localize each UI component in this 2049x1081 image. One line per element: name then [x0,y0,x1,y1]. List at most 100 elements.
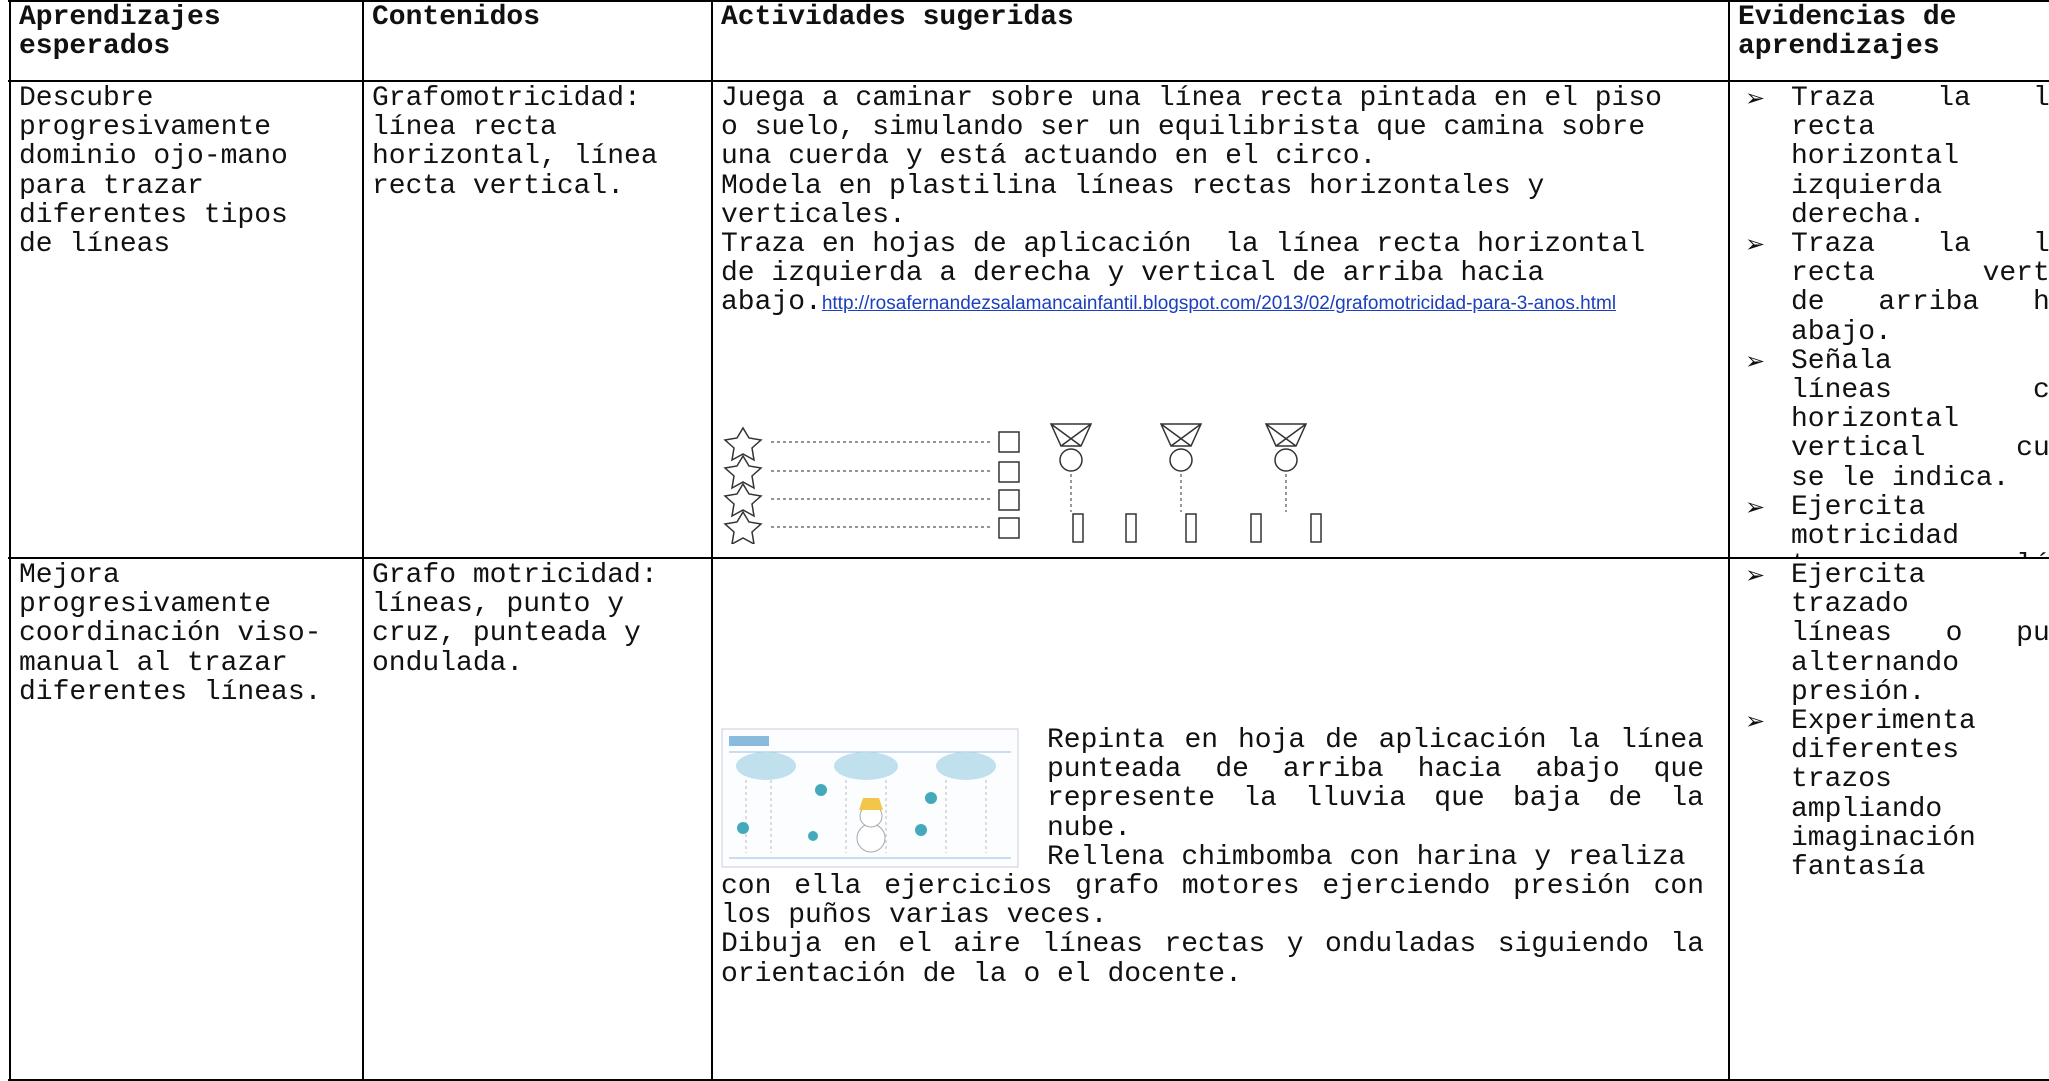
cell: Mejora progresivamente coordinación viso-m… [10,559,362,1079]
cell-line: motricidad al [1791,521,2049,553]
bullet-marker: ➢ [1745,230,1766,259]
bullet-item: ➢ Señala laslíneas como:horizontal yverti… [1745,347,2049,493]
cell-line: Experimenta [1791,706,1976,738]
cell-line: diferentes [1791,735,1960,767]
cell: Aprendizajes esperados [10,1,362,80]
cell-line: abajo.http://rosafernandezsalamancainfan… [721,288,1711,318]
cell-line: derecha. [1791,199,1926,231]
border [1728,0,1730,1081]
cell-line: Ejercita su [1791,491,2049,523]
cell-line: líneas, punto y [372,589,625,621]
cell-line: represente la lluvia que baja de la [1047,783,1704,815]
cell: Evidencias de aprendizajes [1729,1,2049,80]
cell-line: de líneas [19,229,171,261]
cell-line: alternando la [1791,647,2049,679]
cell: Actividades sugeridas [712,1,1728,80]
cell-line: los puños varias veces. [721,900,1108,932]
cell-line: de arriba hacia [1791,287,2049,319]
cell-line: Descubre [19,83,154,114]
cell-line: trazar líneas [1791,551,2049,557]
header-text: Actividades sugeridas [721,2,1074,33]
border [8,557,2049,559]
cell-line: Traza en hojas de aplicación la línea re… [721,229,1646,261]
cell-line: Dibuja en el aire líneas rectas y ondula… [721,929,1704,961]
cell-line: líneas o puntos [1791,618,2049,650]
cell-line: punteada de arriba hacia abajo que [1047,754,1704,786]
cell: Contenidos [363,1,711,80]
cell-line: orientación de la o el docente. [721,958,1242,990]
cell: Descubre progresivamente dominio ojo-mano p… [10,82,362,557]
cell-line: fantasía [1791,852,1926,884]
cell-line: ampliando la [1791,793,2049,825]
bullet-marker: ➢ [1745,84,1766,112]
cell-line: manual al trazar [19,647,288,679]
cell-line: con ella ejercicios grafo motores ejerci… [721,871,1704,903]
cell-line: Modela en plastilina líneas rectas horiz… [721,170,1545,202]
header-text: Contenidos [372,2,541,33]
border [362,0,364,1081]
bullet-marker: ➢ [1745,346,1766,375]
rain-worksheet-image [721,728,1019,868]
cell-line: horizontal, línea [372,141,658,173]
cell-line: cruz, punteada y [372,618,641,650]
cell: Grafomotricidad: línea recta horizontal, l… [363,82,711,557]
bullet-marker: ➢ [1745,561,1766,589]
cell-line: Señala las [1791,345,2049,377]
bullet-marker: ➢ [1745,492,1766,521]
cell-line: horizontal y [1791,404,2049,436]
bullet-marker: ➢ [1745,707,1766,736]
cell-line: Juega a caminar sobre una línea recta pi… [721,83,1662,114]
cell-line: dominio ojo-mano [19,141,288,173]
cell-line: Mejora [19,560,120,591]
cell-line: diferentes tipos [19,199,288,231]
cell-line: Grafomotricidad: [372,83,641,114]
cell-line: Repinta en hoja de aplicación la línea [1047,725,1704,756]
cell-line: progresivamente [19,589,272,621]
cell: Juega a caminar sobre una línea recta pi… [712,82,1728,557]
worksheet-image [723,423,1322,544]
cell-line: líneas como: [1791,375,2049,407]
cell-line: línea recta [372,112,557,144]
cell-line: ondulada. [372,647,524,679]
cell-line: izquierda a [1791,170,2049,202]
link[interactable]: http://rosafernandezsalamancainfantil.bl… [821,293,1617,315]
cell-line: abajo. [1791,316,1892,348]
cell-line: presión. [1791,676,1926,708]
cell-line: progresivamente [19,112,272,144]
cell-line: para trazar [19,170,204,202]
cell-line: se le indica. [1791,462,2010,494]
cell-line: Grafo motricidad: [372,560,658,591]
cell-line: trazos [1791,764,1892,796]
cell: Grafo motricidad: líneas, punto y cruz, pu… [363,559,711,1079]
header-text: Evidencias de aprendizajes [1738,2,1957,63]
cell-line: o suelo, simulando ser un equilibrista q… [721,112,1646,144]
cell-line: verticales. [721,199,906,231]
cell-line: recta vertical [1791,258,2049,290]
border [711,0,713,1081]
cell-line: Rellena chimbomba con harina y realiza [1047,841,1686,873]
border [9,0,11,1081]
border [8,1079,2049,1081]
border [8,0,2049,2]
border [8,80,2049,82]
cell-line: trazado de [1791,589,2049,621]
cell-line: una cuerda y está actuando en el circo. [721,141,1377,173]
cell-line: imaginación y [1791,822,2049,854]
cell-text: abajo. [721,287,822,319]
header-text: Aprendizajes esperados [19,2,221,63]
cell-line: Ejercita [1791,560,1926,591]
cell-line: Traza la línea [1791,229,2049,261]
cell-line: nube. [1047,812,1132,844]
cell-line: Traza la línea [1791,83,2049,114]
cell-line: recta vertical. [372,170,625,202]
cell-line: diferentes líneas. [19,676,322,708]
cell-line: coordinación viso- [19,618,322,650]
